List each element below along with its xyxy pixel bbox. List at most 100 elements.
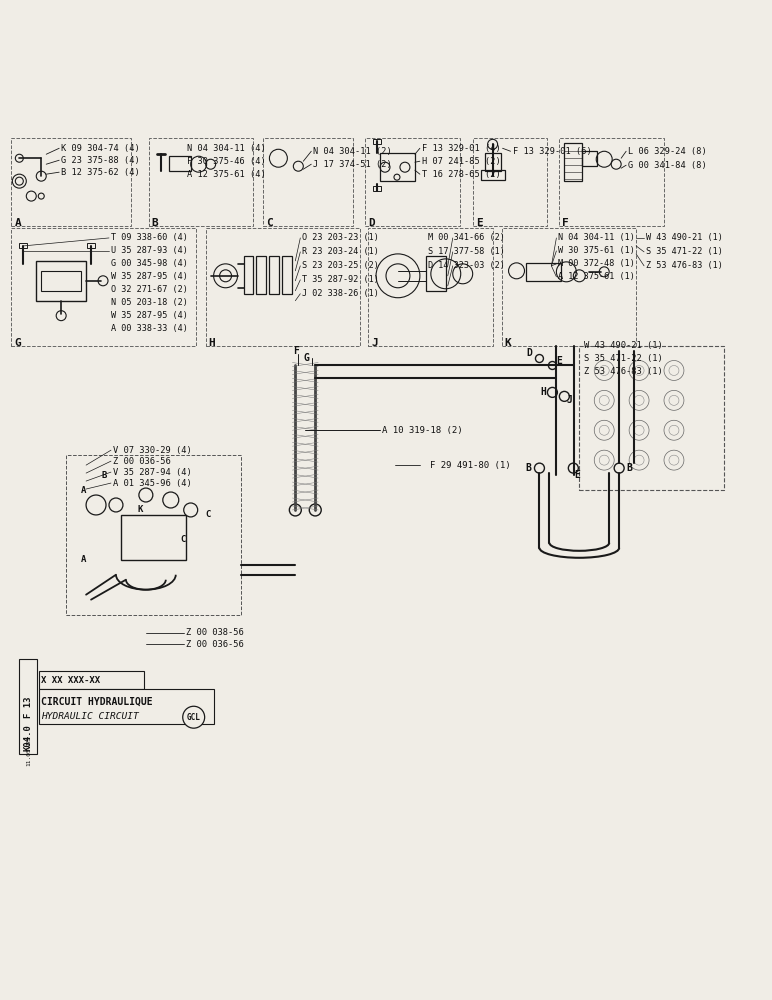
Text: B: B (101, 471, 107, 480)
Text: GCL: GCL (187, 713, 201, 722)
Bar (121, 515, 186, 560)
Text: W 30 375-61 (1): W 30 375-61 (1) (558, 246, 635, 255)
Text: B: B (526, 463, 531, 473)
Text: HYDRAULIC CIRCUIT: HYDRAULIC CIRCUIT (41, 712, 139, 721)
Text: A 10 319-18 (2): A 10 319-18 (2) (382, 426, 462, 435)
Text: D 14 323-03 (2): D 14 323-03 (2) (428, 261, 505, 270)
Text: N 04 304-11 (2): N 04 304-11 (2) (313, 147, 392, 156)
Text: E: E (476, 218, 482, 228)
Text: J 02 338-26 (1): J 02 338-26 (1) (303, 289, 379, 298)
Text: N 05 203-18 (2): N 05 203-18 (2) (111, 298, 188, 307)
Text: R 23 203-24 (1): R 23 203-24 (1) (303, 247, 379, 256)
Text: G 00 345-98 (4): G 00 345-98 (4) (111, 259, 188, 268)
Text: J 17 374-51 (2): J 17 374-51 (2) (313, 160, 392, 169)
Bar (365, 138, 460, 226)
Text: S 23 203-25 (2): S 23 203-25 (2) (303, 261, 379, 270)
Bar (256, 256, 266, 294)
Bar (380, 153, 415, 181)
Text: F: F (562, 218, 569, 228)
Bar (205, 228, 360, 346)
Text: A: A (81, 486, 86, 495)
Text: A 01 345-96 (4): A 01 345-96 (4) (113, 479, 191, 488)
Text: D: D (527, 348, 533, 358)
Text: E: E (574, 470, 581, 480)
Text: B: B (626, 463, 632, 473)
Text: B 12 375-62 (4): B 12 375-62 (4) (61, 168, 140, 177)
Text: F 13: F 13 (24, 697, 32, 718)
Text: N 04 304-11 (4): N 04 304-11 (4) (187, 144, 266, 153)
Text: CIRCUIT HYDRAULIQUE: CIRCUIT HYDRAULIQUE (41, 696, 153, 706)
Bar (87, 243, 95, 248)
Text: S 17 377-58 (1): S 17 377-58 (1) (428, 247, 505, 256)
Text: H: H (208, 338, 215, 348)
Text: G 23 375-88 (4): G 23 375-88 (4) (61, 156, 140, 165)
Text: S 35 471-22 (1): S 35 471-22 (1) (584, 354, 663, 363)
Text: Z 00 036-56: Z 00 036-56 (113, 457, 171, 466)
Text: O 32 271-67 (2): O 32 271-67 (2) (111, 285, 188, 294)
Bar (579, 346, 724, 490)
Text: Z 00 036-56: Z 00 036-56 (186, 640, 243, 649)
Bar (560, 138, 664, 226)
Bar (564, 143, 582, 181)
Bar (368, 228, 493, 346)
Text: G: G (15, 338, 21, 348)
Bar (472, 138, 547, 226)
Text: Z 53 476-83 (1): Z 53 476-83 (1) (646, 261, 723, 270)
Text: M 00 341-66 (2): M 00 341-66 (2) (428, 233, 505, 242)
Bar (39, 689, 214, 724)
Text: F 13 329-01 (6): F 13 329-01 (6) (513, 147, 591, 156)
Text: W 35 287-95 (4): W 35 287-95 (4) (111, 272, 188, 281)
Bar (502, 228, 636, 346)
Text: C: C (205, 510, 211, 519)
Text: C: C (266, 218, 273, 228)
Circle shape (183, 706, 205, 728)
Text: F 29 491-80 (1): F 29 491-80 (1) (430, 461, 510, 470)
Text: 11.05-83: 11.05-83 (25, 736, 31, 766)
Text: B: B (152, 218, 158, 228)
Text: J: J (371, 338, 378, 348)
Text: W 43 490-21 (1): W 43 490-21 (1) (646, 233, 723, 242)
Text: K: K (505, 338, 511, 348)
Text: A 12 375-61 (1): A 12 375-61 (1) (558, 272, 635, 281)
Text: H 07 241-85 (2): H 07 241-85 (2) (422, 157, 500, 166)
Text: F: F (293, 346, 300, 356)
Text: M 00 372-48 (1): M 00 372-48 (1) (558, 259, 635, 268)
Text: G: G (303, 353, 309, 363)
Text: E: E (557, 356, 562, 366)
Text: K04.0: K04.0 (24, 724, 32, 751)
Text: Z 53 476-83 (1): Z 53 476-83 (1) (584, 367, 663, 376)
Bar (426, 256, 445, 291)
Text: H: H (540, 387, 547, 397)
Text: U 35 287-93 (4): U 35 287-93 (4) (111, 246, 188, 255)
Bar (39, 671, 144, 689)
Text: F 30 375-46 (4): F 30 375-46 (4) (187, 157, 266, 166)
Text: Z 00 038-56: Z 00 038-56 (186, 628, 243, 637)
Bar (582, 151, 598, 166)
Text: W 35 287-95 (4): W 35 287-95 (4) (111, 311, 188, 320)
Text: S 35 471-22 (1): S 35 471-22 (1) (646, 247, 723, 256)
Bar (19, 659, 37, 754)
Text: A 00 338-33 (4): A 00 338-33 (4) (111, 324, 188, 333)
Text: X XX XXX-XX: X XX XXX-XX (41, 676, 100, 685)
Text: D: D (368, 218, 375, 228)
Bar (485, 153, 500, 171)
Bar (169, 156, 191, 171)
Bar (12, 228, 195, 346)
Bar (373, 139, 381, 144)
Bar (481, 170, 505, 180)
Bar (263, 138, 353, 226)
Bar (36, 261, 86, 301)
Bar (243, 256, 253, 294)
Text: T 35 287-92 (1): T 35 287-92 (1) (303, 275, 379, 284)
Text: A: A (81, 555, 86, 564)
Text: K 09 304-74 (4): K 09 304-74 (4) (61, 144, 140, 153)
Bar (66, 455, 241, 615)
Text: T 09 338-60 (4): T 09 338-60 (4) (111, 233, 188, 242)
Bar (149, 138, 253, 226)
Text: N 04 304-11 (1): N 04 304-11 (1) (558, 233, 635, 242)
Bar (283, 256, 293, 294)
Text: K: K (138, 505, 144, 514)
Text: V 35 287-94 (4): V 35 287-94 (4) (113, 468, 191, 477)
Bar (41, 271, 81, 291)
Text: J: J (567, 395, 572, 405)
